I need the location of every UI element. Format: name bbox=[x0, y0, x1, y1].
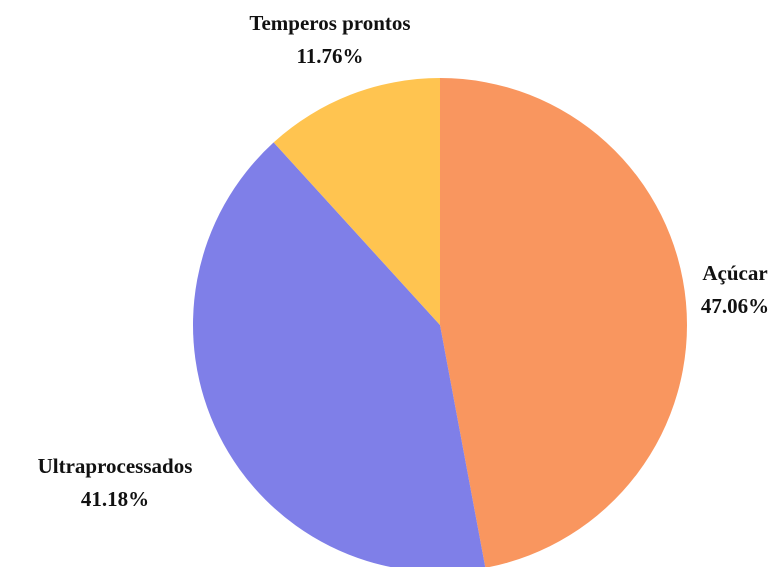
slice-label: Açúcar bbox=[702, 261, 767, 285]
slice-label: Temperos prontos bbox=[249, 11, 410, 35]
slice-value-label: 11.76% bbox=[296, 44, 363, 68]
pie-slice bbox=[440, 78, 687, 567]
slice-label: Ultraprocessados bbox=[38, 454, 193, 478]
slice-value-label: 41.18% bbox=[81, 487, 149, 511]
pie-slice bbox=[193, 142, 486, 567]
pie-slice bbox=[273, 78, 440, 325]
slice-value-label: 47.06% bbox=[701, 294, 769, 318]
